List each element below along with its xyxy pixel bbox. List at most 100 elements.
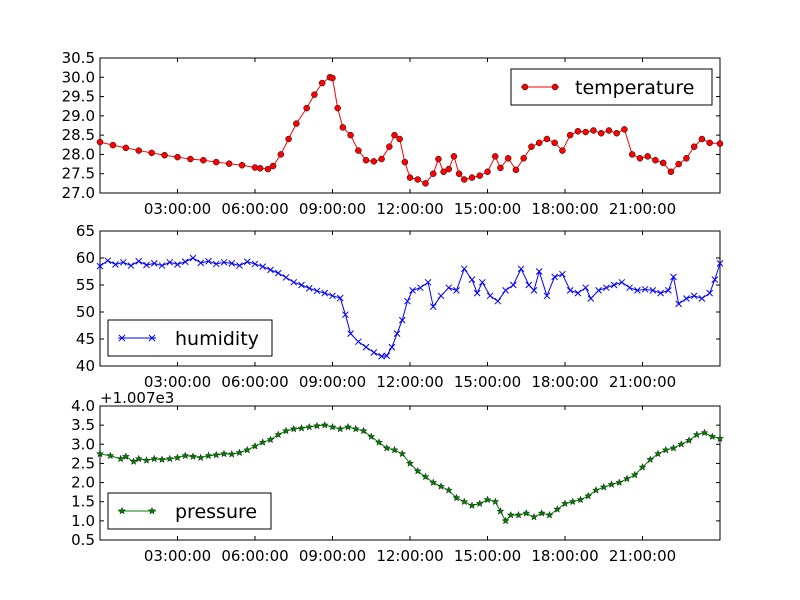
temperature-data-point bbox=[362, 156, 370, 164]
pressure-data-point bbox=[220, 449, 228, 458]
humidity-data-point bbox=[683, 295, 690, 302]
pressure-data-point bbox=[692, 430, 701, 439]
x-tick-label: 12:00:00 bbox=[376, 373, 443, 391]
pressure-data-point bbox=[661, 445, 670, 454]
temperature-data-point bbox=[621, 126, 628, 133]
pressure-data-point bbox=[584, 491, 593, 500]
pressure-data-point bbox=[530, 512, 538, 521]
humidity-data-point bbox=[445, 284, 453, 292]
pressure-data-point bbox=[106, 451, 115, 460]
humidity-data-point bbox=[551, 273, 559, 281]
y-tick-label: 1.5 bbox=[71, 493, 95, 511]
pressure-data-point bbox=[413, 466, 422, 475]
humidity-data-point bbox=[626, 284, 633, 292]
pressure-data-point bbox=[483, 495, 492, 504]
humidity-data-point bbox=[468, 276, 476, 283]
pressure-data-point bbox=[212, 450, 221, 459]
y-tick-label: 2.0 bbox=[71, 474, 95, 492]
pressure-data-point bbox=[289, 424, 298, 433]
x-tick-label: 15:00:00 bbox=[454, 200, 521, 218]
temperature-data-point bbox=[277, 151, 285, 158]
humidity-data-point bbox=[112, 261, 119, 268]
humidity-data-point bbox=[298, 281, 305, 289]
y-tick-label: 0.5 bbox=[71, 531, 95, 549]
temperature-panel: 03:00:00 06:00:00 09:00:00 12:00:00 15:00:00… bbox=[62, 49, 724, 218]
y-tick-label: 30.0 bbox=[62, 68, 95, 86]
humidity-data-point bbox=[473, 289, 481, 297]
humidity-data-point bbox=[321, 289, 329, 297]
pressure-data-point bbox=[700, 428, 709, 437]
temperature-data-point bbox=[238, 161, 246, 169]
pressure-data-point bbox=[561, 499, 569, 508]
temperature-data-point bbox=[256, 165, 264, 172]
pressure-data-point bbox=[708, 432, 717, 441]
pressure-data-point bbox=[251, 442, 259, 450]
humidity-data-point bbox=[228, 260, 236, 267]
temperature-data-point bbox=[683, 155, 690, 162]
humidity-data-point bbox=[509, 281, 517, 289]
temperature-data-point bbox=[690, 143, 698, 150]
humidity-data-point bbox=[502, 287, 509, 294]
pressure-data-point bbox=[623, 474, 631, 483]
humidity-data-point bbox=[595, 287, 602, 294]
humidity-data-point bbox=[383, 352, 391, 360]
humidity-data-point bbox=[525, 281, 533, 289]
temperature-data-point bbox=[455, 170, 463, 177]
temperature-data-point bbox=[461, 176, 468, 183]
x-tick-label: 03:00:00 bbox=[144, 373, 211, 391]
pressure-legend: pressure bbox=[107, 492, 272, 530]
pressure-data-point bbox=[351, 424, 360, 433]
temperature-data-point bbox=[484, 168, 491, 176]
humidity-data-point bbox=[259, 263, 267, 270]
temperature-data-point bbox=[148, 149, 155, 157]
humidity-data-point bbox=[602, 284, 610, 292]
humidity-data-point bbox=[675, 300, 683, 308]
humidity-data-point bbox=[706, 289, 714, 297]
temperature-data-point bbox=[161, 151, 168, 159]
temperature-data-point bbox=[329, 74, 336, 82]
pressure-data-point bbox=[646, 455, 655, 463]
humidity-data-point bbox=[690, 292, 698, 300]
pressure-data-point bbox=[297, 424, 306, 432]
temperature-data-point bbox=[378, 155, 385, 163]
pressure-data-point bbox=[150, 454, 159, 463]
humidity-data-point bbox=[582, 284, 590, 292]
x-tick-label: 21:00:00 bbox=[609, 373, 676, 391]
y-tick-label: 65 bbox=[76, 222, 95, 240]
x-tick-label: 21:00:00 bbox=[609, 200, 676, 218]
temperature-data-point bbox=[636, 155, 644, 162]
temperature-data-point bbox=[659, 159, 667, 167]
humidity-data-point bbox=[530, 287, 538, 294]
legend-marker bbox=[521, 83, 529, 91]
pressure-data-point bbox=[576, 495, 585, 504]
temperature-data-point bbox=[543, 135, 551, 143]
pressure-data-point bbox=[181, 451, 190, 460]
temperature-data-point bbox=[339, 124, 347, 131]
y-tick-label: 55 bbox=[76, 276, 95, 294]
temperature-data-point bbox=[225, 160, 233, 167]
humidity-data-point bbox=[429, 303, 437, 310]
legend-marker bbox=[118, 506, 126, 515]
pressure-data-point bbox=[496, 507, 505, 515]
pressure-data-point bbox=[444, 486, 453, 494]
humidity-data-point bbox=[362, 343, 370, 351]
humidity-data-point bbox=[342, 311, 349, 319]
pressure-data-point bbox=[716, 434, 724, 442]
humidity-data-point bbox=[119, 258, 127, 266]
humidity-data-point bbox=[166, 258, 174, 266]
humidity-data-point bbox=[189, 254, 197, 262]
humidity-data-point bbox=[127, 262, 135, 269]
humidity-data-point bbox=[336, 294, 344, 302]
y-tick-label: 2.5 bbox=[71, 454, 95, 472]
humidity-data-point bbox=[354, 338, 362, 346]
temperature-data-point bbox=[590, 127, 597, 134]
pressure-data-point bbox=[204, 451, 213, 460]
pressure-data-point bbox=[129, 457, 138, 465]
humidity-data-point bbox=[104, 257, 112, 265]
humidity-data-point bbox=[587, 295, 595, 302]
temperature-data-point bbox=[347, 131, 354, 139]
pressure-data-point bbox=[196, 453, 205, 462]
humidity-legend: humidity bbox=[107, 319, 273, 357]
y-tick-label: 27.0 bbox=[62, 184, 95, 202]
temperature-data-point bbox=[520, 155, 527, 162]
